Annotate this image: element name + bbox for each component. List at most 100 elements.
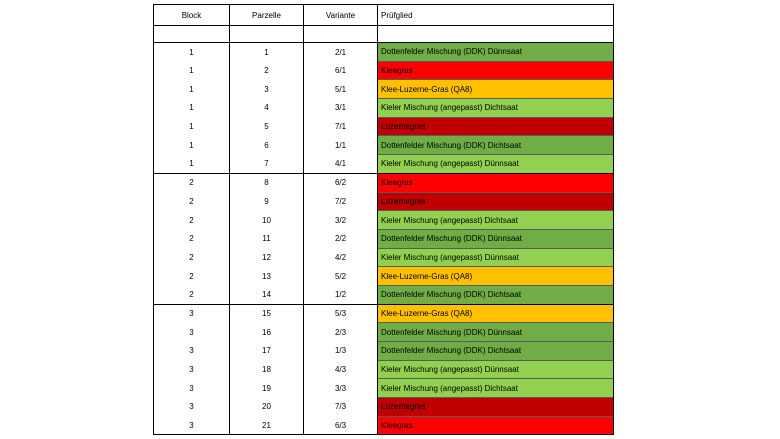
- block-cell: 1: [153, 135, 230, 155]
- pruefglied-cell: Dottenfelder Mischung (DDK) Dichtsaat: [377, 284, 614, 305]
- block-cell: 3: [153, 322, 230, 342]
- empty-row: [153, 25, 614, 43]
- pruefglied-cell: Kieler Mischung (angepasst) Dichtsaat: [377, 378, 614, 398]
- table-row: 3 18 4/3 Kieler Mischung (angepasst) Dünnsa…: [153, 359, 614, 379]
- variante-cell: 6/1: [303, 61, 378, 80]
- parzelle-cell: 20: [229, 397, 304, 417]
- block-cell: 2: [153, 285, 230, 305]
- block-cell: 3: [153, 378, 230, 398]
- parzelle-cell: 8: [229, 172, 304, 192]
- variante-cell: 2/2: [303, 229, 378, 249]
- pruefglied-cell: Luzernegras: [377, 397, 614, 417]
- variante-cell: 7/2: [303, 192, 378, 211]
- block-cell: 1: [153, 79, 230, 99]
- pruefglied-cell: Kieler Mischung (angepasst) Dünnsaat: [377, 154, 614, 174]
- parzelle-cell: 21: [229, 416, 304, 436]
- parzelle-cell: 11: [229, 229, 304, 249]
- block-cell: 1: [153, 42, 230, 62]
- table-row: 3 20 7/3 Luzernegras: [153, 397, 614, 417]
- table-row: 3 21 6/3 Kleegras: [153, 415, 614, 436]
- parzelle-cell: 16: [229, 322, 304, 342]
- pruefglied-cell: Kieler Mischung (angepasst) Dichtsaat: [377, 98, 614, 118]
- pruefglied-cell: Kleegras: [377, 172, 614, 192]
- block-cell: 1: [153, 61, 230, 80]
- parzelle-cell: 12: [229, 248, 304, 267]
- table-row: 3 16 2/3 Dottenfelder Mischung (DDK) Dünnsa…: [153, 322, 614, 342]
- variante-cell: 2/1: [303, 42, 378, 62]
- header-variante: Variante: [303, 4, 378, 26]
- parzelle-cell: 6: [229, 135, 304, 155]
- variante-cell: 6/3: [303, 416, 378, 436]
- table-row: 1 5 7/1 Luzernegras: [153, 116, 614, 136]
- block-cell: 2: [153, 266, 230, 286]
- parzelle-cell: 5: [229, 117, 304, 136]
- block-cell: 3: [153, 397, 230, 417]
- block-cell: 1: [153, 117, 230, 136]
- header-parzelle: Parzelle: [229, 4, 304, 26]
- field-trial-table: Block Parzelle Variante Prüfglied 1 1 2/1 D…: [153, 4, 614, 436]
- variante-cell: 4/2: [303, 248, 378, 267]
- pruefglied-cell: Klee-Luzerne-Gras (QA8): [377, 303, 614, 323]
- table-row: 2 11 2/2 Dottenfelder Mischung (DDK) Dünnsa…: [153, 228, 614, 249]
- table-row: 1 7 4/1 Kieler Mischung (angepasst) Dünnsaa…: [153, 154, 614, 174]
- variante-cell: 7/3: [303, 397, 378, 417]
- pruefglied-cell: Kieler Mischung (angepasst) Dichtsaat: [377, 210, 614, 230]
- variante-cell: 1/2: [303, 285, 378, 305]
- block-cell: 3: [153, 303, 230, 323]
- parzelle-cell: 7: [229, 154, 304, 174]
- variante-cell: 5/1: [303, 79, 378, 99]
- pruefglied-cell: Klee-Luzerne-Gras (QA8): [377, 79, 614, 99]
- block-cell: 1: [153, 154, 230, 174]
- variante-cell: 2/3: [303, 322, 378, 342]
- variante-cell: 7/1: [303, 117, 378, 136]
- block-cell: 2: [153, 210, 230, 230]
- pruefglied-cell: Klee-Luzerne-Gras (QA8): [377, 266, 614, 286]
- parzelle-cell: 9: [229, 192, 304, 211]
- pruefglied-cell: Kieler Mischung (angepasst) Dünnsaat: [377, 359, 614, 379]
- table-row: 3 19 3/3 Kieler Mischung (angepasst) Dichts…: [153, 378, 614, 398]
- pruefglied-cell: Dottenfelder Mischung (DDK) Dichtsaat: [377, 341, 614, 361]
- block-cell: 2: [153, 248, 230, 267]
- pruefglied-cell: Dottenfelder Mischung (DDK) Dünnsaat: [377, 322, 614, 342]
- pruefglied-cell: Luzernegras: [377, 116, 614, 136]
- variante-cell: 6/2: [303, 172, 378, 192]
- block-cell: 3: [153, 416, 230, 436]
- table-row: 1 6 1/1 Dottenfelder Mischung (DDK) Dichtsa…: [153, 135, 614, 155]
- table-row: 3 15 5/3 Klee-Luzerne-Gras (QA8): [153, 303, 614, 323]
- table-row: 2 9 7/2 Luzernegras: [153, 191, 614, 211]
- table-row: 1 2 6/1 Kleegras: [153, 60, 614, 80]
- parzelle-cell: 17: [229, 341, 304, 361]
- header-pruefglied: Prüfglied: [377, 4, 614, 26]
- parzelle-cell: 10: [229, 210, 304, 230]
- pruefglied-cell: Kieler Mischung (angepasst) Dünnsaat: [377, 247, 614, 267]
- block-cell: 3: [153, 360, 230, 379]
- parzelle-cell: 14: [229, 285, 304, 305]
- variante-cell: 3/1: [303, 98, 378, 118]
- variante-cell: 4/1: [303, 154, 378, 174]
- parzelle-cell: 15: [229, 303, 304, 323]
- block-cell: 2: [153, 229, 230, 249]
- pruefglied-cell: Dottenfelder Mischung (DDK) Dichtsaat: [377, 135, 614, 155]
- variante-cell: 5/3: [303, 303, 378, 323]
- parzelle-cell: 1: [229, 42, 304, 62]
- header-row: Block Parzelle Variante Prüfglied: [153, 4, 614, 26]
- table-row: 1 3 5/1 Klee-Luzerne-Gras (QA8): [153, 79, 614, 99]
- parzelle-cell: 4: [229, 98, 304, 118]
- table-row: 3 17 1/3 Dottenfelder Mischung (DDK) Dichts…: [153, 341, 614, 361]
- variante-cell: 5/2: [303, 266, 378, 286]
- empty-cell: [229, 25, 304, 43]
- header-block: Block: [153, 4, 230, 26]
- variante-cell: 3/2: [303, 210, 378, 230]
- block-cell: 2: [153, 172, 230, 192]
- parzelle-cell: 19: [229, 378, 304, 398]
- pruefglied-cell: Kleegras: [377, 60, 614, 80]
- parzelle-cell: 13: [229, 266, 304, 286]
- empty-cell: [153, 25, 230, 43]
- table-row: 2 8 6/2 Kleegras: [153, 172, 614, 192]
- pruefglied-cell: Luzernegras: [377, 191, 614, 211]
- table-row: 1 1 2/1 Dottenfelder Mischung (DDK) Dünnsaa…: [153, 42, 614, 62]
- empty-cell: [303, 25, 378, 43]
- block-cell: 3: [153, 341, 230, 361]
- pruefglied-cell: Dottenfelder Mischung (DDK) Dünnsaat: [377, 228, 614, 249]
- parzelle-cell: 18: [229, 360, 304, 379]
